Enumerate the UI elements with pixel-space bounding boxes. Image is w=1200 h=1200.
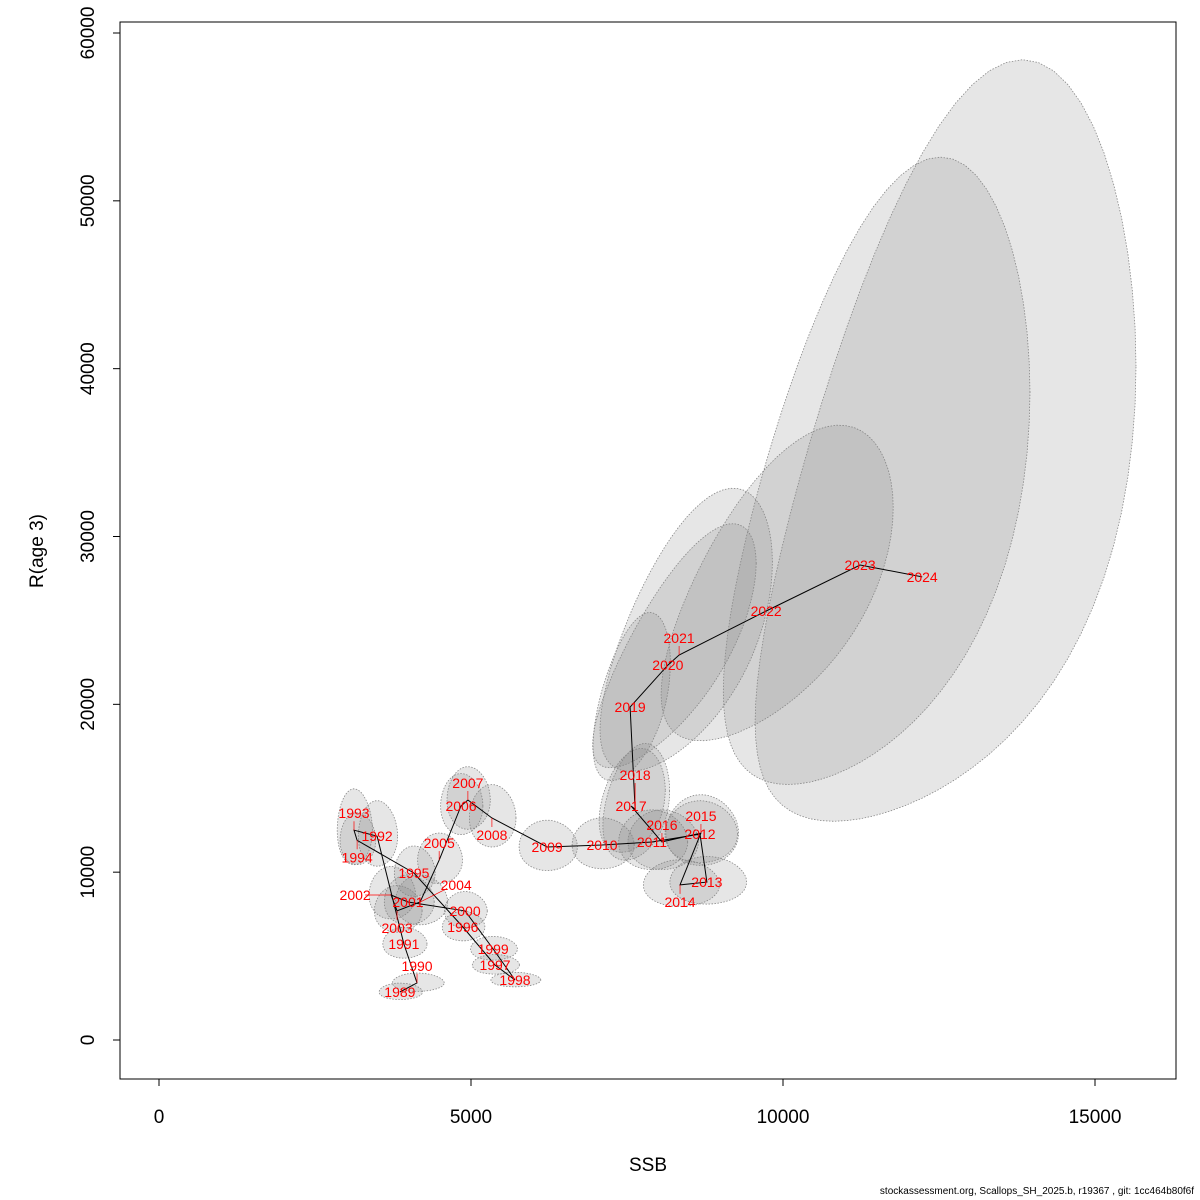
ellipse-1993 [336, 788, 373, 866]
x-tick-label: 10000 [757, 1107, 810, 1128]
ellipse-2008 [468, 784, 517, 848]
confidence-ellipses [336, 59, 1137, 1000]
year-label-2013: 2013 [691, 874, 722, 890]
year-labels: 1989 1990 1991 1992 1993 1994 1995 1996 19971998… [338, 557, 938, 1000]
year-label-2024: 2024 [907, 569, 938, 585]
y-tick-label: 20000 [78, 678, 99, 731]
ellipse-2021 [599, 487, 773, 772]
year-label-2008: 2008 [476, 827, 507, 843]
year-label-2000: 2000 [449, 903, 480, 919]
year-label-2004: 2004 [441, 877, 472, 893]
year-label-1993: 1993 [338, 805, 369, 821]
ellipse-1994 [339, 812, 377, 866]
year-label-2007: 2007 [452, 775, 483, 791]
footer-credit: stockassessment.org, Scallops_SH_2025.b,… [879, 1186, 1194, 1197]
ellipse-2010 [571, 817, 635, 870]
year-label-2002: 2002 [340, 887, 371, 903]
year-label-2009: 2009 [532, 839, 563, 855]
ellipse-2023 [722, 156, 1031, 785]
leader-line-2004 [419, 888, 448, 903]
y-tick-label: 10000 [78, 846, 99, 899]
year-label-1990: 1990 [401, 958, 432, 974]
year-label-2014: 2014 [664, 894, 695, 910]
y-tick-label: 60000 [78, 7, 99, 60]
y-axis: 0 10000 20000 30000 40000 50000 60000 [78, 7, 121, 1046]
ellipse-1998 [490, 971, 542, 988]
year-label-2023: 2023 [844, 557, 875, 573]
year-label-2010: 2010 [586, 837, 617, 853]
year-label-2016: 2016 [646, 817, 677, 833]
ellipse-2015 [665, 794, 739, 866]
year-label-1992: 1992 [362, 828, 393, 844]
year-label-1994: 1994 [342, 849, 373, 865]
year-label-2003: 2003 [381, 920, 412, 936]
year-label-2018: 2018 [620, 767, 651, 783]
y-tick-label: 50000 [78, 174, 99, 227]
ellipse-2014 [642, 859, 720, 907]
y-tick-label: 30000 [78, 510, 99, 563]
ellipse-1990 [392, 972, 445, 992]
ellipse-1991 [382, 926, 428, 959]
label-leader-lines [353, 645, 702, 983]
year-label-2001: 2001 [392, 894, 423, 910]
year-label-2019: 2019 [615, 699, 646, 715]
year-label-1998: 1998 [499, 972, 530, 988]
year-label-2015: 2015 [685, 808, 716, 824]
ellipse-2020 [592, 523, 757, 769]
year-label-2011: 2011 [637, 834, 667, 850]
x-tick-label: 0 [154, 1107, 165, 1128]
x-axis: 0 5000 10000 15000 [154, 1078, 1122, 1128]
year-label-1996: 1996 [447, 919, 478, 935]
ellipse-2024 [754, 59, 1137, 822]
trajectory-polyline [353, 564, 923, 993]
year-label-1997: 1997 [479, 957, 510, 973]
year-label-1991: 1991 [388, 936, 419, 952]
year-label-2021: 2021 [664, 630, 695, 646]
trajectory-line [353, 564, 923, 993]
year-label-2017: 2017 [615, 798, 646, 814]
ellipse-2003 [373, 885, 423, 933]
x-axis-label: SSB [629, 1155, 667, 1176]
y-tick-label: 40000 [78, 342, 99, 395]
ellipse-1992 [357, 800, 399, 867]
y-tick-label: 0 [78, 1035, 99, 1046]
year-label-1999: 1999 [478, 941, 509, 957]
x-tick-label: 5000 [450, 1107, 492, 1128]
year-label-2005: 2005 [424, 835, 455, 851]
year-label-2022: 2022 [751, 603, 782, 619]
ellipse-2011 [618, 809, 689, 870]
ellipse-2009 [518, 819, 578, 871]
ellipse-1995 [393, 845, 436, 897]
year-label-2012: 2012 [684, 826, 715, 842]
year-label-2006: 2006 [445, 798, 476, 814]
ellipse-1999 [470, 935, 518, 961]
y-axis-label: R(age 3) [27, 514, 48, 588]
year-label-2020: 2020 [652, 657, 683, 673]
year-label-1989: 1989 [384, 984, 415, 1000]
ellipse-2013 [669, 856, 748, 905]
year-label-1995: 1995 [398, 865, 429, 881]
x-tick-label: 15000 [1069, 1107, 1122, 1128]
ellipse-2022 [660, 424, 894, 742]
